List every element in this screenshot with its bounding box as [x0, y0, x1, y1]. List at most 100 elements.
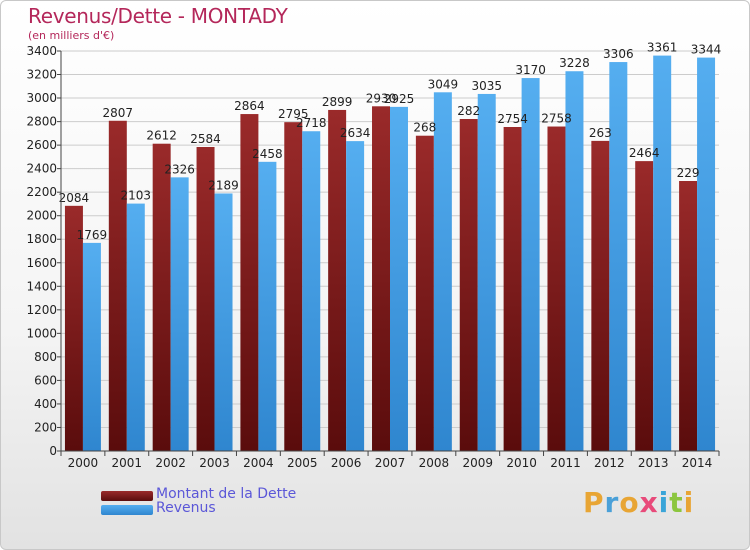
bar-revenus — [258, 161, 277, 451]
bar-revenus — [126, 203, 145, 451]
data-label: 2758 — [541, 112, 572, 126]
y-tick-label: 1800 — [26, 232, 57, 246]
x-tick-label: 2002 — [155, 456, 186, 470]
bar-dette — [503, 127, 522, 451]
bar-dette — [372, 106, 390, 451]
bar-dette — [679, 181, 698, 451]
brand-letter: x — [639, 486, 659, 519]
data-label: 2464 — [629, 146, 660, 160]
y-tick-label: 1200 — [26, 303, 57, 317]
data-label: 2718 — [296, 116, 327, 130]
data-label: 2899 — [322, 95, 353, 109]
x-tick-label: 2005 — [287, 456, 318, 470]
brand-letter: P — [583, 486, 605, 519]
data-label: 2930 — [366, 91, 397, 105]
x-tick-label: 2004 — [243, 456, 274, 470]
bar-revenus — [653, 55, 672, 452]
x-tick-label: 2014 — [682, 456, 713, 470]
data-label: 2103 — [121, 189, 152, 203]
brand-letter: i — [658, 486, 670, 519]
y-tick-label: 1000 — [26, 326, 57, 340]
y-tick-label: 800 — [34, 350, 57, 364]
x-tick-label: 2012 — [594, 456, 625, 470]
y-tick-label: 200 — [34, 420, 57, 434]
data-label: 3049 — [428, 77, 459, 91]
y-tick-label: 1600 — [26, 256, 57, 270]
data-label: 3306 — [603, 47, 634, 61]
bar-revenus — [565, 71, 584, 451]
data-label: 229 — [677, 166, 700, 180]
data-label: 3361 — [647, 41, 678, 55]
bar-revenus — [82, 242, 101, 451]
data-label: 3035 — [471, 79, 502, 93]
y-tick-label: 3200 — [26, 68, 57, 82]
brand-letter: o — [619, 486, 640, 519]
data-label: 2584 — [190, 132, 221, 146]
data-label: 2795 — [278, 107, 309, 121]
data-label: 2326 — [164, 162, 195, 176]
bar-dette — [328, 109, 347, 452]
chart-title: Revenus/Dette - MONTADY — [28, 4, 288, 28]
bar-dette — [152, 143, 171, 452]
y-tick-label: 2400 — [26, 162, 57, 176]
x-tick-label: 2000 — [68, 456, 99, 470]
data-label: 2458 — [252, 147, 283, 161]
data-label: 282 — [457, 104, 480, 118]
data-label: 263 — [589, 126, 612, 140]
y-tick-label: 600 — [34, 373, 57, 387]
data-label: 2612 — [146, 129, 177, 143]
x-tick-label: 2010 — [506, 456, 537, 470]
data-label: 2634 — [340, 126, 371, 140]
bar-dette — [240, 114, 259, 451]
bar-revenus — [433, 92, 452, 451]
brand-letter: r — [604, 486, 620, 519]
x-tick-label: 2013 — [638, 456, 669, 470]
bar-revenus — [697, 57, 716, 452]
legend-label-revenus: Revenus — [156, 500, 216, 516]
legend-swatch-dette — [101, 491, 153, 501]
data-label: 1769 — [77, 228, 108, 242]
bar-revenus — [477, 93, 496, 452]
bar-revenus — [390, 106, 408, 451]
data-label: 2084 — [59, 191, 90, 205]
bar-dette — [635, 161, 654, 451]
brand-letter: t — [669, 486, 684, 519]
bar-revenus — [214, 193, 233, 451]
data-label: 2864 — [234, 99, 265, 113]
bar-dette — [415, 135, 434, 452]
data-label: 2189 — [208, 178, 239, 192]
data-labels: 2084 1769 2807 2103 2612 2326 2584 2189 2864 2458… — [59, 41, 722, 242]
y-tick-label: 2800 — [26, 115, 57, 129]
bar-revenus — [609, 62, 628, 451]
bar-dette — [591, 140, 610, 451]
chart-subtitle: (en milliers d'€) — [28, 29, 115, 42]
y-tick-label: 400 — [34, 397, 57, 411]
proxiti-logo: Proxiti — [583, 486, 694, 519]
x-tick-label: 2001 — [112, 456, 143, 470]
x-axis-ticks: 2000 2001 2002 2003 2004 2005 2006 2007 2008 2009… — [60, 451, 720, 470]
data-label: 2754 — [497, 112, 528, 126]
y-axis-ticks: 0 200 400 600 800 1000 1200 1400 1600 1800 2000 220… — [26, 44, 61, 458]
bar-dette — [547, 126, 566, 451]
x-tick-label: 2009 — [462, 456, 493, 470]
bar-revenus — [170, 177, 189, 451]
legend-swatch-revenus — [101, 505, 153, 515]
y-tick-label: 3400 — [26, 44, 57, 58]
bar-dette — [108, 120, 127, 451]
axes — [60, 51, 719, 452]
y-tick-label: 2600 — [26, 138, 57, 152]
bar-dette — [196, 147, 215, 451]
bar-revenus — [521, 78, 540, 451]
y-tick-label: 0 — [49, 444, 57, 458]
y-tick-label: 2200 — [26, 185, 57, 199]
legend-label-dette: Montant de la Dette — [156, 486, 297, 502]
x-tick-label: 2011 — [550, 456, 581, 470]
bar-revenus — [346, 141, 365, 451]
y-tick-label: 2000 — [26, 209, 57, 223]
data-label: 3228 — [559, 56, 590, 70]
bar-dette — [64, 205, 83, 451]
data-label: 2925 — [384, 92, 415, 106]
x-tick-label: 2007 — [375, 456, 406, 470]
data-label: 3170 — [515, 63, 546, 77]
